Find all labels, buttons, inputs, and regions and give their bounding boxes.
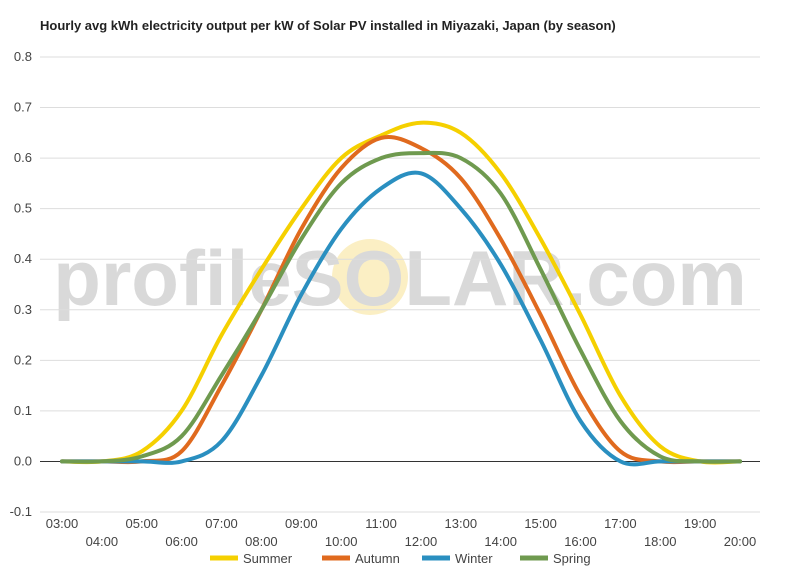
- series-line-summer: [60, 120, 742, 465]
- series-line-spring: [60, 150, 742, 464]
- watermark-sun: [332, 239, 408, 315]
- x-tick-label: 19:00: [684, 516, 717, 531]
- x-tick-label: 16:00: [564, 534, 597, 549]
- y-tick-label: 0.8: [14, 49, 32, 64]
- x-tick-label: 07:00: [205, 516, 238, 531]
- x-tick-label: 10:00: [325, 534, 358, 549]
- x-tick-label: 04:00: [86, 534, 119, 549]
- y-tick-label: 0.6: [14, 150, 32, 165]
- legend-label-winter: Winter: [455, 551, 493, 566]
- x-tick-label: 05:00: [125, 516, 158, 531]
- x-tick-label: 13:00: [445, 516, 478, 531]
- x-tick-label: 14:00: [484, 534, 517, 549]
- y-tick-label: 0.2: [14, 352, 32, 367]
- y-tick-label: -0.1: [10, 504, 32, 519]
- x-tick-label: 18:00: [644, 534, 677, 549]
- y-tick-label: 0.1: [14, 403, 32, 418]
- watermark-text: profileSOLAR.com: [53, 234, 746, 322]
- y-tick-label: 0.4: [14, 251, 32, 266]
- y-tick-label: 0.0: [14, 453, 32, 468]
- x-tick-label: 09:00: [285, 516, 318, 531]
- chart-title: Hourly avg kWh electricity output per kW…: [40, 18, 616, 33]
- watermark: profileSOLAR.com: [53, 234, 746, 322]
- y-tick-label: 0.3: [14, 302, 32, 317]
- x-tick-label: 08:00: [245, 534, 278, 549]
- x-tick-label: 20:00: [724, 534, 757, 549]
- x-tick-label: 17:00: [604, 516, 637, 531]
- x-tick-label: 12:00: [405, 534, 438, 549]
- y-tick-label: 0.5: [14, 201, 32, 216]
- legend-label-autumn: Autumn: [355, 551, 400, 566]
- x-tick-label: 06:00: [165, 534, 198, 549]
- y-tick-label: 0.7: [14, 100, 32, 115]
- x-tick-label: 15:00: [524, 516, 557, 531]
- x-tick-label: 11:00: [365, 516, 397, 531]
- legend-label-summer: Summer: [243, 551, 293, 566]
- x-tick-label: 03:00: [46, 516, 79, 531]
- series-line-winter: [60, 170, 742, 467]
- legend-label-spring: Spring: [553, 551, 591, 566]
- series-line-autumn: [60, 135, 742, 465]
